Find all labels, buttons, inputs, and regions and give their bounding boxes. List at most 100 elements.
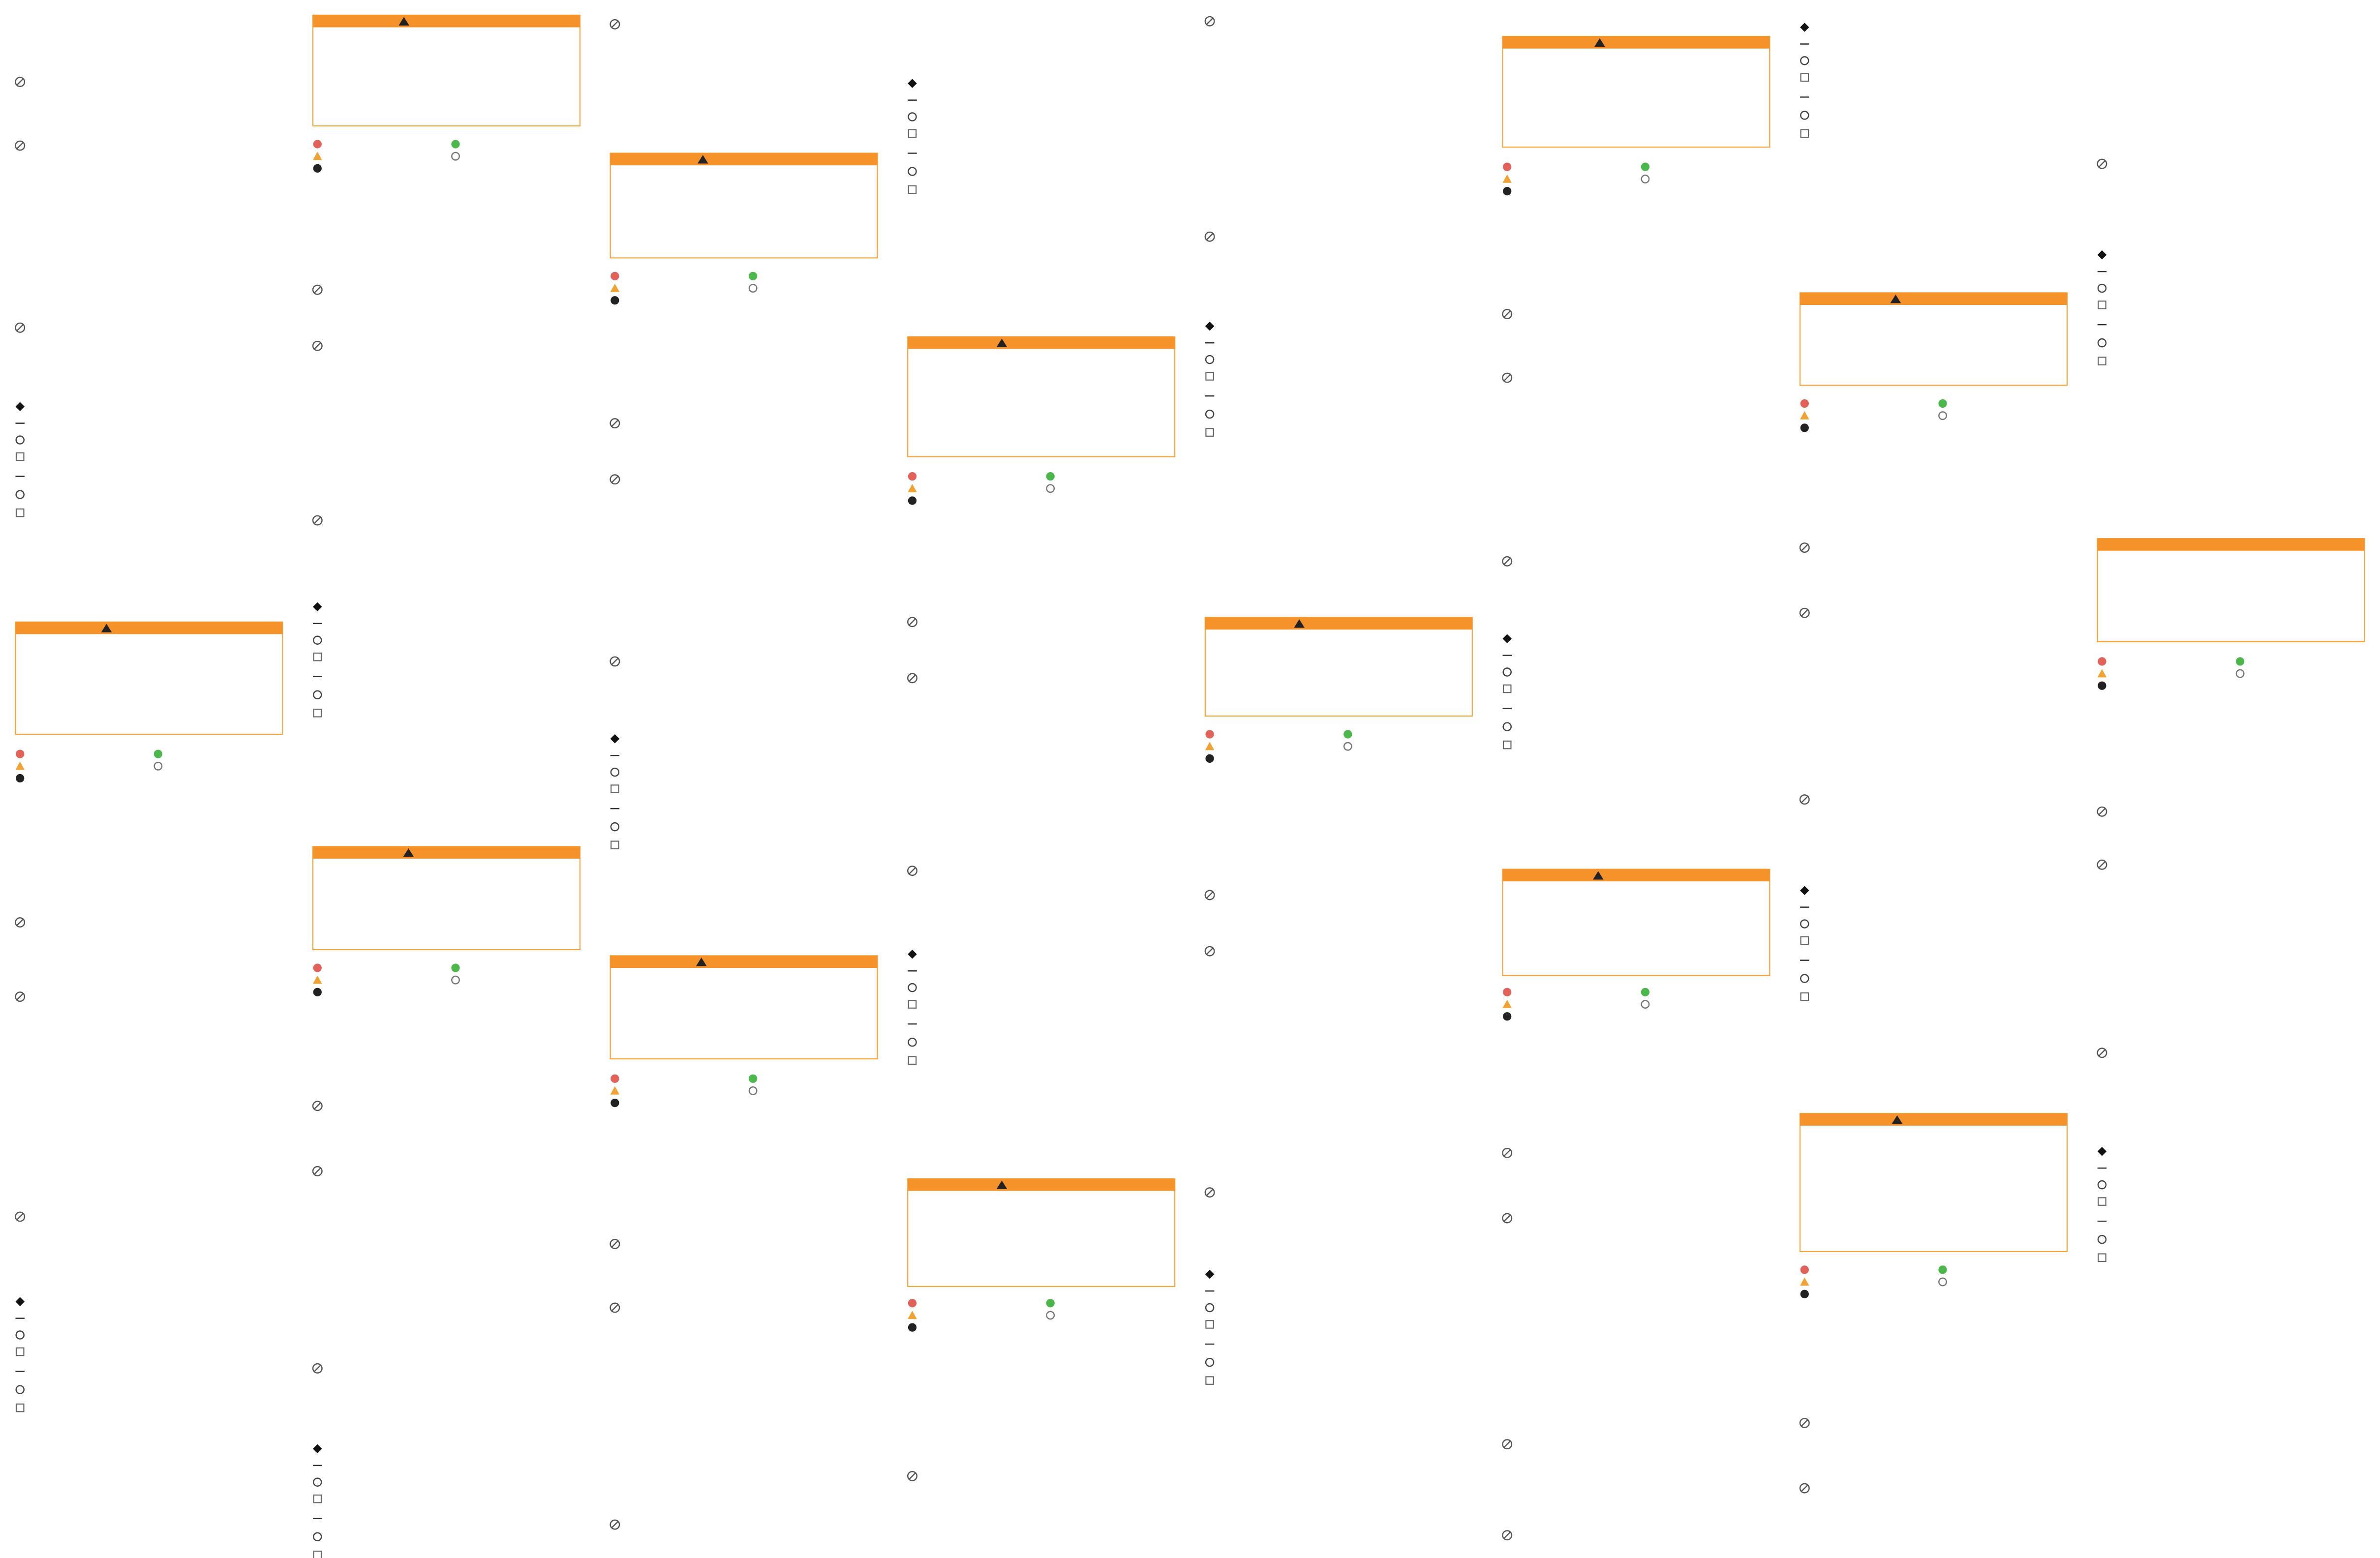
pending-icon [748, 284, 758, 293]
tool-slash [909, 867, 916, 874]
tool-circle [312, 1166, 323, 1176]
tool-circle [1204, 890, 1215, 900]
tool-icon [1799, 542, 1810, 553]
tag-icon [1503, 1012, 1512, 1021]
frame-icon [313, 1551, 322, 1558]
tool-slash [611, 476, 618, 483]
tool-icon [1204, 946, 1215, 957]
dial-icon [1800, 56, 1809, 65]
warning-panel [907, 336, 1176, 457]
tool-circle [312, 284, 323, 295]
frame-icon [1205, 428, 1214, 437]
tool-circle [15, 77, 26, 88]
tool-icon [312, 1166, 323, 1176]
dial-icon [15, 1385, 25, 1394]
tool-circle [312, 1363, 323, 1374]
tool-icon [610, 656, 620, 667]
tool-slash [314, 342, 321, 350]
tag-icon [2098, 681, 2106, 690]
warning-small-icon [610, 283, 620, 292]
diamond-icon [313, 602, 322, 612]
tool-slash [16, 919, 24, 926]
tool-icon [1204, 890, 1215, 900]
tool-icon [907, 866, 917, 876]
panel-body [1799, 292, 2068, 386]
tool-slash [1206, 1189, 1214, 1196]
tool-slash [1801, 609, 1808, 617]
tool-slash [1206, 948, 1214, 955]
dial-icon [1205, 1303, 1215, 1313]
tool-icon [15, 991, 26, 1002]
warning-panel [1799, 1113, 2068, 1252]
tool-slash [314, 1102, 321, 1109]
panel-body [610, 955, 878, 1060]
tool-circle [907, 866, 917, 876]
tag-icon [908, 496, 917, 505]
dial-icon [313, 690, 322, 700]
dial-icon [2097, 1234, 2107, 1244]
tool-circle [610, 474, 620, 485]
tool-circle [1502, 1147, 1513, 1158]
panel-body [312, 14, 581, 127]
warning-small-icon [2097, 669, 2107, 678]
tool-stack [15, 1297, 25, 1412]
dial-icon [908, 112, 917, 121]
tool-stack [610, 734, 620, 849]
warning-panel [1502, 869, 1770, 976]
tool-slash [1503, 310, 1511, 318]
tool-slash [2098, 160, 2105, 168]
tool-circle [15, 140, 26, 151]
frame-icon [2098, 357, 2106, 365]
panel-header [313, 846, 580, 859]
pending-icon [1938, 1277, 1947, 1287]
tool-icon [1502, 1439, 1513, 1450]
status-icons [313, 963, 460, 997]
dial-icon [908, 167, 917, 176]
diamond-icon [1502, 634, 1512, 643]
tool-circle [15, 322, 26, 333]
tool-icon [312, 284, 323, 295]
dial-icon [610, 822, 620, 832]
tool-icon [2097, 1048, 2107, 1058]
tool-icon [610, 1519, 620, 1530]
tool-icon [1799, 1417, 1810, 1428]
tool-icon [15, 322, 26, 333]
panel-body [907, 1178, 1176, 1287]
panel-header [908, 1178, 1175, 1191]
tool-slash [1801, 1485, 1808, 1492]
tool-slash [16, 1213, 24, 1220]
frame-icon [908, 1056, 917, 1065]
diamond-icon [908, 79, 917, 88]
ok-icon [1938, 399, 1947, 408]
tool-icon [15, 917, 26, 928]
tool-slash [1801, 544, 1808, 551]
dial-icon [2097, 338, 2107, 348]
error-icon [2098, 657, 2106, 666]
dial-icon [1800, 111, 1809, 120]
error-icon [1503, 988, 1512, 997]
tool-circle [2097, 859, 2107, 870]
diamond-icon [15, 1297, 25, 1306]
frame-icon [313, 1494, 322, 1503]
pending-icon [1641, 1000, 1650, 1009]
warning-panel [610, 152, 878, 259]
ok-icon [2235, 657, 2245, 666]
tool-slash [16, 142, 24, 150]
tool-slash [611, 419, 618, 427]
dial-icon [1800, 919, 1809, 929]
tool-icon [1502, 556, 1513, 567]
tool-circle [2097, 806, 2107, 817]
tool-circle [1502, 372, 1513, 383]
frame-icon [908, 129, 917, 138]
tool-icon [1502, 1213, 1513, 1224]
tool-circle [15, 991, 26, 1002]
tool-icon [312, 515, 323, 526]
tag-icon [1205, 754, 1214, 763]
ok-icon [451, 963, 460, 972]
panel-header [2097, 539, 2365, 551]
tool-circle [610, 656, 620, 667]
ok-icon [748, 271, 758, 281]
diamond-icon [1800, 23, 1809, 32]
warning-panel [1204, 617, 1473, 717]
